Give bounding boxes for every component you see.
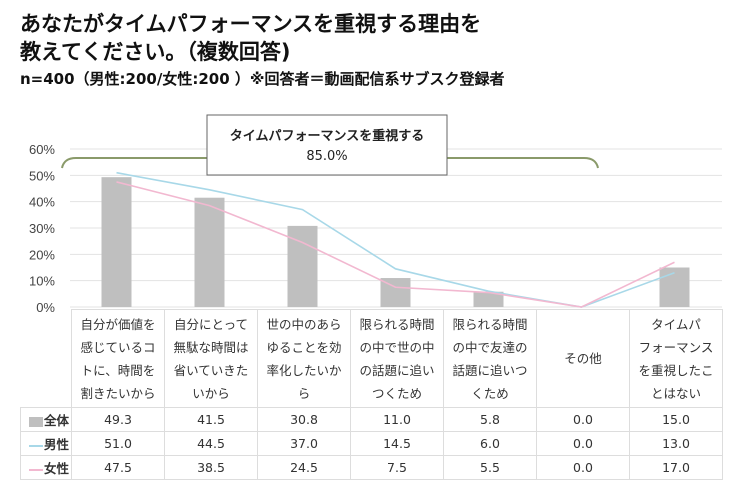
category-line: 無駄な時間は [173,339,249,355]
category-line: トに、時間を [80,362,156,378]
title-line-1: あなたがタイムパフォーマンスを重視する理由を [20,12,482,36]
data-cell: 30.8 [257,407,351,432]
category-line: ら [297,385,311,401]
category-line: の中で世の中 [359,339,435,355]
data-cell: 15.0 [629,407,723,432]
category-line: の中で友達の [452,339,528,355]
series-name: 男性 [43,437,69,452]
series-name: 全体 [43,413,69,428]
callout-value: 85.0% [306,149,347,164]
bar [473,291,504,307]
legend-swatch-female [28,468,43,471]
category-line: を重視したこ [638,362,714,378]
category-line: いから [192,385,230,401]
data-cell: 0.0 [536,407,630,432]
category-header: 限られる時間 の中で友達の 話題に追いつ くため [443,309,537,408]
data-cell: 5.5 [443,455,537,480]
category-line: 限られる時間 [359,316,435,332]
table-row: 全体 49.3 41.5 30.8 11.0 5.8 0.0 15.0 [20,407,723,432]
bar [287,225,318,307]
data-cell: 49.3 [71,407,165,432]
table-corner [21,310,72,408]
category-line: とはない [650,385,701,401]
data-cell: 44.5 [164,431,258,456]
category-header: その他 [536,309,630,408]
category-header: タイムパフォーマンス を重視したこ とはない [629,309,723,408]
category-header: 自分が価値を 感じているコ トに、時間を 割きたいから [71,309,165,408]
title-line-2: 教えてください。（複数回答) [20,40,291,64]
category-header: 世の中のあら ゆることを効 率化したいから [257,309,351,408]
category-line: 自分にとって [173,316,248,332]
table-row: 男性 51.0 44.5 37.0 14.5 6.0 0.0 13.0 [20,431,723,456]
category-line: 割きたいから [80,385,156,401]
data-cell: 47.5 [71,455,165,480]
data-cell: 41.5 [164,407,258,432]
category-header: 限られる時間 の中で世の中 の話題に追い つくため [350,309,444,408]
y-tick-label: 30% [29,221,55,236]
series-line-female [116,181,675,308]
category-line: 限られる時間 [452,316,528,332]
legend-entry: 男性 [20,431,72,456]
category-line: 世の中のあら [266,316,342,332]
bar [101,177,132,307]
data-cell: 13.0 [629,431,723,456]
series-name: 女性 [43,461,69,476]
y-tick-label: 60% [29,142,55,157]
data-cell: 5.8 [443,407,537,432]
legend-entry: 女性 [20,455,72,480]
callout-label: タイムパフォーマンスを重視する [230,128,424,144]
category-line: 自分が価値を [80,316,156,332]
data-cell: 0.0 [536,455,630,480]
category-line: その他 [564,351,602,366]
category-line: タイムパ [651,316,701,332]
bar [659,267,690,307]
data-cell: 7.5 [350,455,444,480]
data-cell: 11.0 [350,407,444,432]
subtitle: n=400（男性:200/女性:200 ）※回答者＝動画配信系サブスク登録者 [20,70,505,88]
data-cell: 0.0 [536,431,630,456]
data-cell: 14.5 [350,431,444,456]
legend-swatch-male [28,444,43,447]
y-tick-label: 0% [36,300,55,315]
data-cell: 17.0 [629,455,723,480]
category-line: くため [471,385,509,401]
category-line: 感じているコ [80,339,156,355]
category-line: 話題に追いつ [452,362,528,378]
data-cell: 37.0 [257,431,351,456]
category-line: フォーマンス [638,339,714,355]
category-line: 率化したいか [266,362,342,378]
y-tick-label: 40% [29,195,55,210]
category-line: つくため [371,385,422,401]
table-row: 女性 47.5 38.5 24.5 7.5 5.5 0.0 17.0 [20,455,723,480]
y-tick-label: 10% [29,274,55,289]
category-line: の話題に追い [359,362,435,378]
data-table: 自分が価値を 感じているコ トに、時間を 割きたいから 自分にとって 無駄な時間は 省いてい… [20,309,723,480]
data-cell: 6.0 [443,431,537,456]
category-line: 省いていきた [173,362,249,378]
data-cell: 38.5 [164,455,258,480]
category-line: ゆることを効 [266,339,342,355]
legend-entry: 全体 [20,407,72,432]
data-cell: 51.0 [71,431,165,456]
y-tick-label: 50% [29,168,55,183]
y-tick-label: 20% [29,247,55,262]
bar [194,197,225,307]
data-cell: 24.5 [257,455,351,480]
legend-swatch-bar [28,416,43,427]
category-header: 自分にとって 無駄な時間は 省いていきた いから [164,309,258,408]
callout-box [206,114,448,176]
